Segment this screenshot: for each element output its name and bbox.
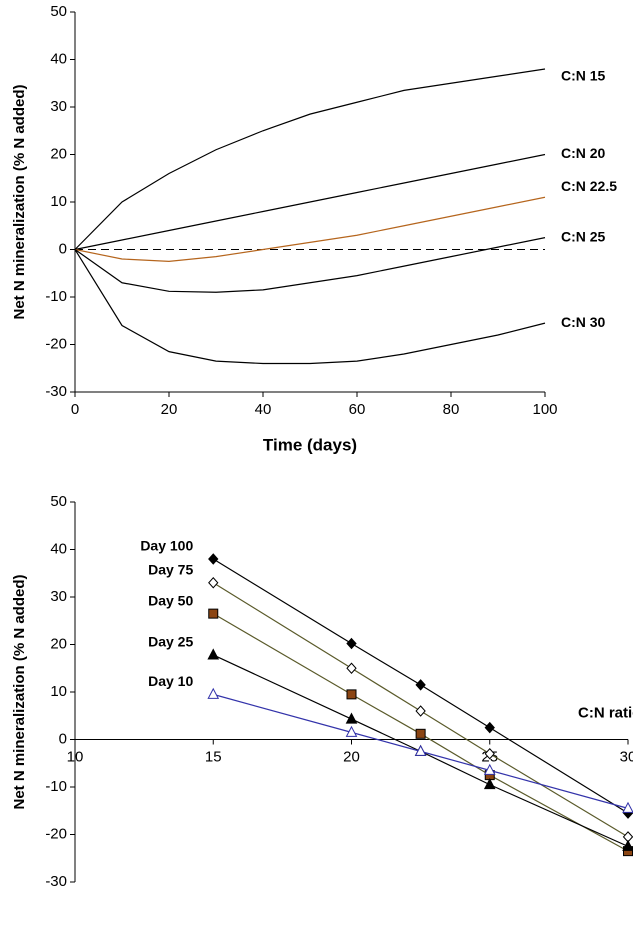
x-tick-label: 100	[532, 401, 557, 418]
x-tick-label: 15	[205, 748, 222, 765]
marker	[622, 801, 633, 813]
series-label: Day 25	[148, 634, 193, 650]
series-line	[74, 249, 546, 365]
series-label: Day 50	[148, 592, 193, 608]
marker	[208, 608, 219, 619]
y-tick-label: 40	[50, 540, 67, 557]
series-line	[74, 153, 546, 251]
y-tick-label: -30	[45, 383, 67, 400]
series-line	[74, 68, 546, 250]
marker	[207, 687, 220, 699]
marker	[415, 705, 426, 717]
marker	[345, 712, 358, 724]
marker	[484, 748, 495, 760]
x-tick-label: 0	[71, 401, 79, 418]
y-tick-label: 30	[50, 588, 67, 605]
x-axis-label: Time (days)	[263, 435, 357, 454]
y-tick-label: -20	[45, 825, 67, 842]
series-label: Day 75	[148, 561, 193, 577]
x-tick-label: 30	[620, 748, 633, 765]
y-tick-label: -10	[45, 778, 67, 795]
series-line	[74, 196, 546, 262]
y-tick-label: 50	[50, 3, 67, 20]
x-tick-label: 20	[161, 401, 178, 418]
y-tick-label: 0	[59, 730, 67, 747]
x-tick-label: 60	[349, 401, 366, 418]
marker	[207, 648, 220, 660]
marker	[415, 728, 426, 739]
marker	[483, 778, 496, 790]
y-tick-label: 50	[50, 493, 67, 510]
marker	[345, 725, 358, 737]
series-label: C:N 15	[561, 68, 606, 84]
marker	[415, 679, 426, 691]
x-tick-label: 20	[343, 748, 360, 765]
marker	[346, 637, 357, 650]
y-tick-label: 10	[50, 193, 67, 210]
series-label: C:N 20	[561, 145, 606, 161]
x-axis-label: C:N ratio	[578, 704, 633, 721]
series-label: C:N 25	[561, 228, 606, 244]
y-tick-label: 30	[50, 98, 67, 115]
y-tick-label: 10	[50, 683, 67, 700]
y-tick-label: 20	[50, 145, 67, 162]
y-tick-label: -30	[45, 873, 67, 890]
marker	[484, 721, 495, 734]
marker	[346, 662, 357, 674]
y-axis-label: Net N mineralization (% N added)	[11, 574, 28, 809]
y-tick-label: 20	[50, 635, 67, 652]
y-tick-label: -10	[45, 288, 67, 305]
series-label: C:N 30	[561, 314, 606, 330]
x-tick-label: 10	[67, 748, 84, 765]
marker	[483, 763, 496, 775]
marker	[346, 689, 357, 700]
series-label: Day 10	[148, 673, 193, 689]
series-line	[74, 237, 546, 293]
y-tick-label: 40	[50, 50, 67, 67]
x-tick-label: 80	[443, 401, 460, 418]
x-tick-label: 40	[255, 401, 272, 418]
y-tick-label: 0	[59, 240, 67, 257]
series-label: Day 100	[140, 538, 193, 554]
y-axis-label: Net N mineralization (% N added)	[11, 84, 28, 319]
marker	[208, 577, 219, 589]
y-tick-label: -20	[45, 335, 67, 352]
marker	[208, 553, 219, 565]
series-label: C:N 22.5	[561, 178, 617, 194]
marker	[414, 744, 427, 756]
marker	[622, 839, 633, 851]
